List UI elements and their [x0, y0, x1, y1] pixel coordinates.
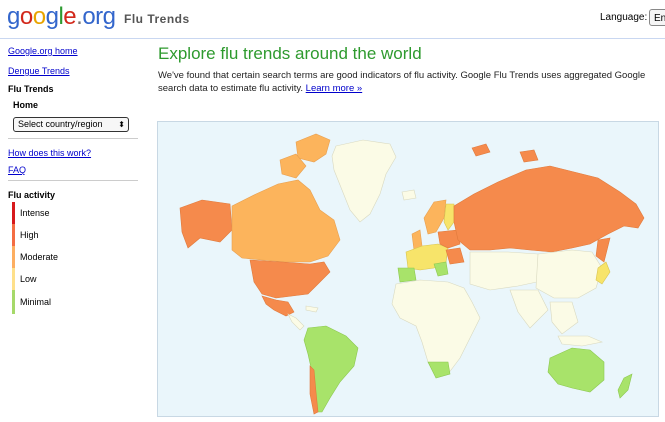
page-description: We've found that certain search terms ar… — [158, 70, 648, 95]
region-canada[interactable] — [231, 179, 341, 263]
region-new-zealand[interactable] — [617, 373, 633, 399]
language-select[interactable]: En — [649, 9, 665, 26]
legend-label-high: High — [20, 230, 39, 240]
legend-title: Flu activity — [8, 190, 56, 200]
description-text: We've found that certain search terms ar… — [158, 70, 646, 94]
region-usa[interactable] — [249, 259, 331, 299]
country-region-select[interactable]: Select country/region ⬍ — [13, 117, 129, 132]
region-iceland[interactable] — [401, 189, 417, 201]
region-indonesia[interactable] — [557, 335, 604, 347]
header: google.org Flu Trends Language: En — [0, 0, 665, 39]
region-japan[interactable] — [595, 261, 611, 285]
region-svalbard[interactable] — [471, 143, 491, 157]
legend-swatch-intense — [12, 202, 15, 224]
region-africa[interactable] — [391, 279, 481, 377]
legend-label-intense: Intense — [20, 208, 50, 218]
region-australia[interactable] — [547, 347, 605, 393]
sidebar-home: Home — [13, 100, 39, 110]
region-ukraine[interactable] — [445, 247, 465, 265]
sidebar-link-dengue-trends[interactable]: Dengue Trends — [8, 66, 70, 76]
region-greenland[interactable] — [331, 139, 397, 223]
region-south-america[interactable] — [303, 325, 359, 413]
region-canada-arctic[interactable] — [295, 133, 331, 163]
sidebar-divider — [8, 138, 138, 139]
learn-more-link[interactable]: Learn more » — [305, 82, 363, 94]
legend-swatch-moderate — [12, 246, 15, 268]
region-russia-far-east[interactable] — [595, 237, 611, 263]
select-arrows-icon: ⬍ — [118, 120, 125, 129]
region-finland[interactable] — [443, 203, 455, 231]
region-scandinavia[interactable] — [423, 199, 447, 235]
region-caribbean[interactable] — [305, 305, 319, 313]
region-russia[interactable] — [453, 165, 645, 253]
legend-swatch-high — [12, 224, 15, 246]
legend-label-minimal: Minimal — [20, 297, 52, 307]
region-central-america[interactable] — [287, 313, 305, 331]
region-alaska[interactable] — [179, 199, 233, 249]
language-label: Language: — [600, 12, 648, 23]
region-novaya-zemlya[interactable] — [519, 149, 539, 163]
legend-label-low: Low — [20, 274, 37, 284]
product-title: Flu Trends — [124, 12, 190, 26]
region-southeast-asia[interactable] — [549, 301, 579, 335]
region-mexico[interactable] — [261, 295, 295, 317]
region-south-asia[interactable] — [509, 289, 549, 329]
region-eastern-europe[interactable] — [437, 229, 461, 249]
legend-swatch-low — [12, 268, 15, 290]
region-balkans[interactable] — [433, 261, 449, 277]
world-map-svg — [179, 133, 645, 415]
region-chile[interactable] — [309, 365, 319, 415]
region-china[interactable] — [535, 249, 603, 299]
sidebar-link-how-it-works[interactable]: How does this work? — [8, 148, 92, 158]
sidebar-section-flu-trends: Flu Trends — [8, 84, 54, 94]
region-canada-islands[interactable] — [279, 153, 307, 179]
flu-trends-world-map[interactable] — [157, 121, 659, 417]
region-south-africa[interactable] — [427, 361, 451, 379]
region-spain[interactable] — [397, 267, 417, 283]
legend-swatch-minimal — [12, 290, 15, 314]
legend-label-moderate: Moderate — [20, 252, 59, 262]
country-select-label: Select country/region — [18, 119, 103, 129]
google-org-logo[interactable]: google.org — [7, 3, 116, 30]
page-title: Explore flu trends around the world — [158, 44, 422, 63]
sidebar-divider — [8, 180, 138, 181]
sidebar-link-faq[interactable]: FAQ — [8, 165, 27, 175]
sidebar-link-google-org-home[interactable]: Google.org home — [8, 46, 78, 56]
